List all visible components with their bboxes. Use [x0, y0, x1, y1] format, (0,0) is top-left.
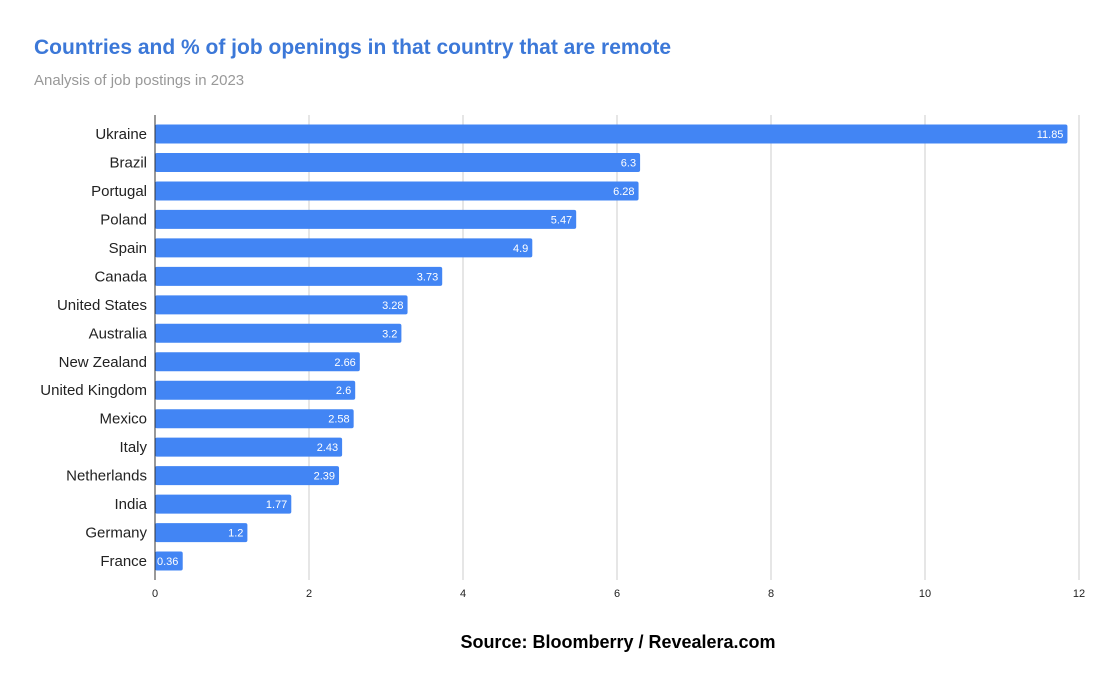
bar: [155, 181, 639, 201]
bar: [155, 409, 354, 429]
data-label: 5.47: [551, 214, 572, 226]
bar: [155, 466, 340, 486]
bar: [155, 295, 408, 315]
data-label: 1.77: [266, 499, 287, 511]
category-label: New Zealand: [59, 354, 147, 371]
bar: [155, 323, 402, 343]
chart-title: Countries and % of job openings in that …: [34, 36, 672, 59]
data-label: 2.43: [317, 442, 338, 454]
chart-source: Source: Bloomberry / Revealera.com: [460, 632, 776, 652]
data-label: 2.66: [334, 357, 355, 369]
category-label: Germany: [85, 525, 147, 542]
data-label: 4.9: [513, 243, 528, 255]
data-label: 6.28: [613, 186, 634, 198]
x-tick-label: 4: [460, 588, 466, 600]
category-label: Netherlands: [66, 468, 147, 485]
data-label: 6.3: [621, 157, 636, 169]
data-label: 2.58: [328, 414, 349, 426]
data-label: 3.73: [417, 271, 438, 283]
chart-subtitle: Analysis of job postings in 2023: [34, 72, 245, 89]
x-tick-label: 8: [768, 588, 774, 600]
x-tick-label: 6: [614, 588, 620, 600]
category-label: Mexico: [99, 411, 147, 428]
bar: [155, 352, 360, 372]
x-tick-label: 0: [152, 588, 158, 600]
category-label: Spain: [109, 240, 147, 257]
bar: [155, 437, 343, 457]
bar: [155, 266, 443, 286]
bar: [155, 523, 248, 543]
data-label: 2.6: [336, 385, 351, 397]
category-label: Portugal: [91, 183, 147, 200]
category-label: Canada: [94, 268, 147, 285]
bar: [155, 124, 1068, 144]
x-tick-label: 2: [306, 588, 312, 600]
data-label: 11.85: [1037, 129, 1064, 141]
bar: [155, 380, 356, 400]
category-label: Italy: [119, 439, 147, 456]
x-tick-label: 12: [1073, 588, 1085, 600]
data-label: 1.2: [228, 528, 243, 540]
bar: [155, 551, 183, 571]
category-label: India: [114, 496, 147, 513]
category-label: Australia: [89, 325, 148, 342]
category-label: Poland: [100, 211, 147, 228]
bar: [155, 152, 641, 172]
category-label: United States: [57, 297, 147, 314]
data-label: 3.2: [382, 328, 397, 340]
data-label: 0.36: [157, 556, 178, 568]
x-tick-label: 10: [919, 588, 931, 600]
bar: [155, 238, 533, 258]
data-label: 3.28: [382, 300, 403, 312]
category-label: Ukraine: [95, 126, 147, 143]
data-label: 2.39: [314, 471, 335, 483]
bar: [155, 494, 292, 514]
category-label: Brazil: [109, 154, 147, 171]
bar: [155, 209, 577, 229]
category-label: France: [100, 553, 147, 570]
category-label: United Kingdom: [40, 382, 147, 399]
